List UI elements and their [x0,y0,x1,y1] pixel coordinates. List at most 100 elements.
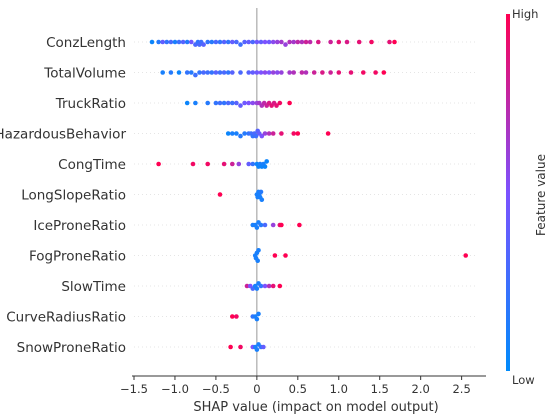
shap-point [262,131,268,136]
shap-point [287,100,292,106]
shap-point [287,70,292,75]
shap-point [230,161,235,167]
feature-label: SnowProneRatio [17,340,126,356]
shap-point [230,70,235,75]
shap-point [225,70,231,75]
shap-point [184,39,190,45]
x-tick-label: 0.5 [289,382,307,396]
shap-point [250,100,256,106]
shap-point [253,133,259,139]
shap-point [156,161,161,167]
shap-point [238,344,243,350]
shap-point [270,131,276,136]
x-axis: −1.5 −1.0 −0.5 0 0.5 1.0 1.5 2.0 2.5 [120,375,486,396]
feature-rows: ConzLength TotalVolume TruckRatio Hazardous… [0,8,478,376]
shap-point [246,39,251,45]
shap-point [266,283,272,289]
shap-point [262,39,268,45]
x-tick-label: 2.0 [412,382,430,396]
shap-point [250,70,256,75]
shap-point [246,100,251,106]
shap-point [258,189,264,195]
shap-point [250,39,256,45]
shap-point [193,72,198,78]
shap-point [299,39,305,45]
x-tick-label: −0.5 [202,382,230,396]
shap-point [291,70,297,75]
shap-point [262,164,268,169]
shap-point [328,70,333,75]
shap-point [225,131,231,136]
colorbar-title: Feature value [534,154,548,236]
shap-point [381,70,387,75]
feature-label: IceProneRatio [33,218,126,234]
feature-label: SlowTime [61,279,126,295]
shap-point [221,39,227,45]
shap-point [168,39,174,45]
shap-point [217,100,223,106]
shap-point [168,70,174,75]
shap-point [189,70,194,75]
shap-point [336,70,342,75]
shap-point [228,344,233,350]
shap-point [234,39,239,45]
x-tick-label: 2.5 [452,382,470,396]
shap-point [201,70,206,75]
colorbar: High Low Feature value [506,7,548,387]
x-tick-label: 0 [253,382,260,396]
x-tick-label: 1.5 [371,382,389,396]
shap-point [209,70,215,75]
shap-point [272,253,278,258]
shap-point [225,39,231,45]
shap-point [258,283,264,289]
x-tick-label: −1.0 [161,382,189,396]
shap-point [266,70,272,75]
shap-point [259,133,265,139]
feature-label: HazardousBehavior [0,127,126,143]
shap-point [256,248,261,253]
shap-point [256,311,261,317]
shap-point [234,314,239,319]
shap-point [270,70,276,75]
shap-point [279,70,284,75]
shap-point [184,70,190,75]
shap-point [242,100,247,106]
shap-point [254,225,260,230]
shap-point [307,39,313,45]
shap-point [238,42,243,47]
shap-point [221,70,227,75]
colorbar-high-label: High [512,7,538,21]
shap-point [246,70,251,75]
shap-point [283,42,288,47]
shap-point [279,131,284,136]
colorbar-low-label: Low [512,373,535,387]
shap-point [274,103,279,108]
shap-point [303,70,309,75]
x-tick-label: −1.5 [120,382,148,396]
shap-point [275,70,280,75]
shap-point [266,39,272,45]
shap-point [258,70,264,75]
feature-label: TotalVolume [43,66,126,82]
shap-point [213,70,219,75]
shap-point [149,39,155,45]
shap-point [205,70,210,75]
shap-point [299,70,305,75]
shap-point [325,131,331,136]
shap-point [221,100,227,106]
shap-point [176,70,182,75]
shap-point [336,39,342,45]
shap-point [264,159,270,164]
shap-point [291,39,297,45]
shap-point [275,39,280,45]
shap-point [328,39,333,45]
shap-point [234,100,239,106]
feature-label: CurveRadiusRatio [6,310,126,326]
shap-point [164,39,170,45]
shap-point [295,131,301,136]
shap-point [261,344,266,350]
shap-point [230,100,235,106]
shap-point [277,283,283,289]
shap-point [392,39,397,45]
